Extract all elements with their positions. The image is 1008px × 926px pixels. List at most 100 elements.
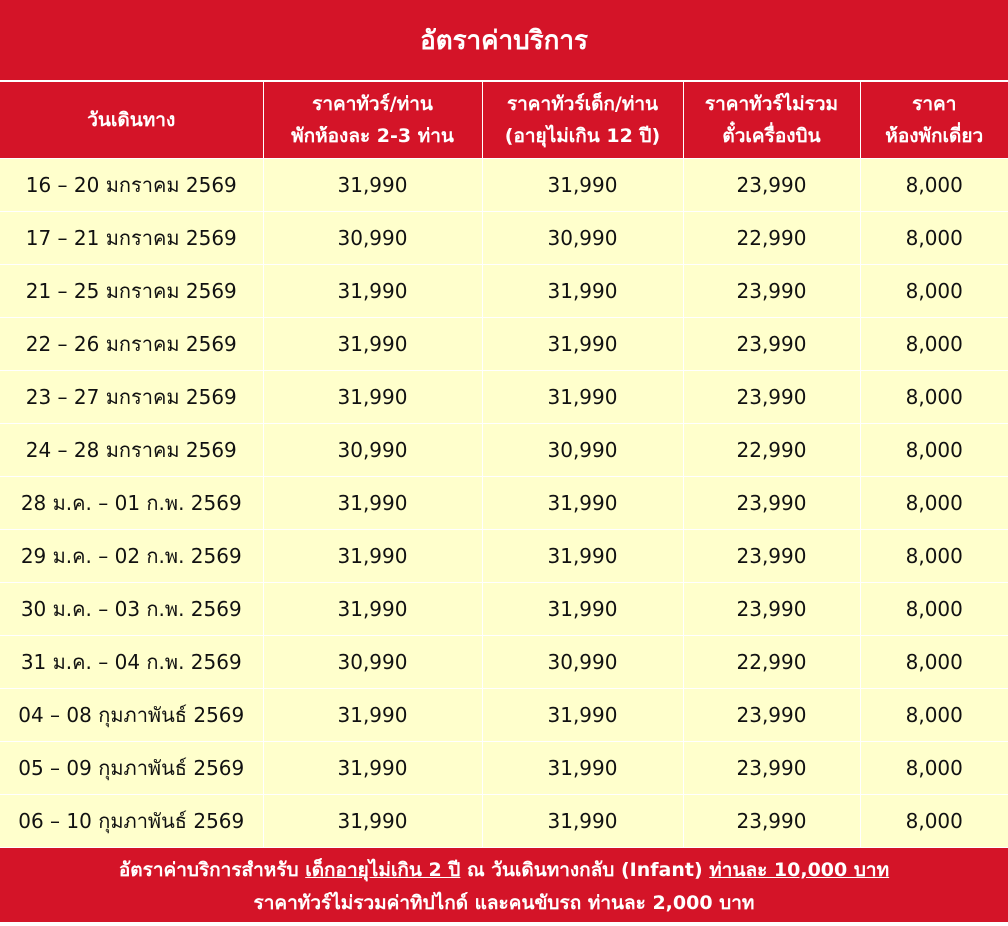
child-price-cell: 31,990 — [481, 794, 683, 848]
travel-date-cell: 31 ม.ค. – 04 ก.พ. 2569 — [0, 635, 263, 689]
adult-price-cell: 30,990 — [262, 423, 482, 477]
travel-date-cell: 22 – 26 มกราคม 2569 — [0, 317, 263, 371]
no-flight-price-cell: 23,990 — [682, 529, 860, 583]
travel-date-cell: 24 – 28 มกราคม 2569 — [0, 423, 263, 477]
table-row: 28 ม.ค. – 01 ก.พ. 2569 31,990 31,990 23,990… — [0, 476, 1008, 530]
travel-date-cell: 21 – 25 มกราคม 2569 — [0, 264, 263, 318]
column-header-line1: ราคาทัวร์ไม่รวม — [704, 93, 839, 115]
adult-price-cell: 31,990 — [262, 264, 482, 318]
travel-date-cell: 28 ม.ค. – 01 ก.พ. 2569 — [0, 476, 263, 530]
single-room-cell: 8,000 — [859, 794, 1008, 848]
no-flight-price-cell: 23,990 — [682, 317, 860, 371]
no-flight-price-cell: 22,990 — [682, 635, 860, 689]
child-price-cell: 31,990 — [481, 158, 683, 212]
column-header: ราคาทัวร์เด็ก/ท่าน (อายุไม่เกิน 12 ปี) — [481, 82, 683, 159]
child-price-cell: 31,990 — [481, 741, 683, 795]
infant-age-text: เด็กอายุไม่เกิน 2 ปี — [305, 859, 461, 881]
adult-price-cell: 31,990 — [262, 688, 482, 742]
tip-note: ราคาทัวร์ไม่รวมค่าทิปไกด์ และคนขับรถ ท่า… — [253, 892, 755, 914]
infant-note-text-2: ณ วันเดินทางกลับ (Infant) — [460, 859, 710, 881]
adult-price-cell: 31,990 — [262, 370, 482, 424]
infant-price-text: ท่านละ 10,000 บาท — [709, 859, 890, 881]
price-table: วันเดินทาง ราคาทัวร์/ท่านพักห้องละ 2-3 ท่… — [0, 82, 1008, 848]
single-room-cell: 8,000 — [859, 476, 1008, 530]
column-header: ราคาทัวร์/ท่านพักห้องละ 2-3 ท่าน — [262, 82, 482, 159]
adult-price-cell: 31,990 — [262, 529, 482, 583]
single-room-cell: 8,000 — [859, 582, 1008, 636]
table-title: อัตราค่าบริการ — [0, 0, 1008, 82]
adult-price-cell: 31,990 — [262, 794, 482, 848]
table-row: 04 – 08 กุมภาพันธ์ 2569 31,990 31,990 23,99… — [0, 688, 1008, 742]
adult-price-cell: 31,990 — [262, 317, 482, 371]
single-room-cell: 8,000 — [859, 317, 1008, 371]
child-price-cell: 30,990 — [481, 211, 683, 265]
table-row: 30 ม.ค. – 03 ก.พ. 2569 31,990 31,990 23,990… — [0, 582, 1008, 636]
travel-date-cell: 29 ม.ค. – 02 ก.พ. 2569 — [0, 529, 263, 583]
table-row: 24 – 28 มกราคม 2569 30,990 30,990 22,990 8,0… — [0, 423, 1008, 477]
travel-date-cell: 16 – 20 มกราคม 2569 — [0, 158, 263, 212]
child-price-cell: 31,990 — [481, 264, 683, 318]
table-row: 21 – 25 มกราคม 2569 31,990 31,990 23,990 8,0… — [0, 264, 1008, 318]
column-header: ราคาห้องพักเดี่ยว — [859, 82, 1008, 159]
no-flight-price-cell: 23,990 — [682, 264, 860, 318]
no-flight-price-cell: 23,990 — [682, 582, 860, 636]
child-price-cell: 31,990 — [481, 317, 683, 371]
child-price-cell: 31,990 — [481, 582, 683, 636]
single-room-cell: 8,000 — [859, 211, 1008, 265]
no-flight-price-cell: 23,990 — [682, 741, 860, 795]
column-header-line1: ราคาทัวร์เด็ก/ท่าน — [506, 93, 659, 115]
no-flight-price-cell: 23,990 — [682, 794, 860, 848]
child-price-cell: 31,990 — [481, 529, 683, 583]
table-row: 23 – 27 มกราคม 2569 31,990 31,990 23,990 8,0… — [0, 370, 1008, 424]
infant-note: อัตราค่าบริการสำหรับ เด็กอายุไม่เกิน 2 ป… — [0, 854, 1008, 887]
travel-date-cell: 06 – 10 กุมภาพันธ์ 2569 — [0, 794, 263, 848]
adult-price-cell: 30,990 — [262, 635, 482, 689]
table-row: 06 – 10 กุมภาพันธ์ 2569 31,990 31,990 23,99… — [0, 794, 1008, 848]
travel-date-cell: 05 – 09 กุมภาพันธ์ 2569 — [0, 741, 263, 795]
column-header: ราคาทัวร์ไม่รวมตั๋วเครื่องบิน — [682, 82, 860, 159]
no-flight-price-cell: 23,990 — [682, 476, 860, 530]
travel-date-cell: 04 – 08 กุมภาพันธ์ 2569 — [0, 688, 263, 742]
single-room-cell: 8,000 — [859, 264, 1008, 318]
column-header-line2: ตั๋วเครื่องบิน — [722, 125, 821, 147]
adult-price-cell: 30,990 — [262, 211, 482, 265]
adult-price-cell: 31,990 — [262, 741, 482, 795]
single-room-cell: 8,000 — [859, 370, 1008, 424]
column-header-line1: ราคา — [912, 93, 957, 115]
adult-price-cell: 31,990 — [262, 476, 482, 530]
travel-date-cell: 30 ม.ค. – 03 ก.พ. 2569 — [0, 582, 263, 636]
single-room-cell: 8,000 — [859, 423, 1008, 477]
column-header-line2: (อายุไม่เกิน 12 ปี) — [504, 125, 661, 147]
no-flight-price-cell: 22,990 — [682, 211, 860, 265]
child-price-cell: 30,990 — [481, 423, 683, 477]
table-row: 29 ม.ค. – 02 ก.พ. 2569 31,990 31,990 23,990… — [0, 529, 1008, 583]
single-room-cell: 8,000 — [859, 158, 1008, 212]
column-header: วันเดินทาง — [0, 82, 263, 159]
travel-date-cell: 17 – 21 มกราคม 2569 — [0, 211, 263, 265]
column-header-line2: ห้องพักเดี่ยว — [885, 125, 984, 147]
single-room-cell: 8,000 — [859, 741, 1008, 795]
single-room-cell: 8,000 — [859, 635, 1008, 689]
travel-date-cell: 23 – 27 มกราคม 2569 — [0, 370, 263, 424]
adult-price-cell: 31,990 — [262, 582, 482, 636]
column-header-line1: ราคาทัวร์/ท่าน — [312, 93, 433, 115]
child-price-cell: 31,990 — [481, 688, 683, 742]
child-price-cell: 31,990 — [481, 476, 683, 530]
single-room-cell: 8,000 — [859, 688, 1008, 742]
table-row: 22 – 26 มกราคม 2569 31,990 31,990 23,990 8,0… — [0, 317, 1008, 371]
single-room-cell: 8,000 — [859, 529, 1008, 583]
table-row: 05 – 09 กุมภาพันธ์ 2569 31,990 31,990 23,99… — [0, 741, 1008, 795]
table-row: 17 – 21 มกราคม 2569 30,990 30,990 22,990 8,0… — [0, 211, 1008, 265]
column-header-line2: พักห้องละ 2-3 ท่าน — [291, 125, 454, 147]
no-flight-price-cell: 23,990 — [682, 370, 860, 424]
no-flight-price-cell: 23,990 — [682, 158, 860, 212]
header-row: วันเดินทาง ราคาทัวร์/ท่านพักห้องละ 2-3 ท่… — [0, 82, 1008, 159]
no-flight-price-cell: 22,990 — [682, 423, 860, 477]
no-flight-price-cell: 23,990 — [682, 688, 860, 742]
adult-price-cell: 31,990 — [262, 158, 482, 212]
column-header-line1: วันเดินทาง — [87, 109, 176, 131]
child-price-cell: 31,990 — [481, 370, 683, 424]
infant-note-text: อัตราค่าบริการสำหรับ — [118, 859, 306, 881]
child-price-cell: 30,990 — [481, 635, 683, 689]
